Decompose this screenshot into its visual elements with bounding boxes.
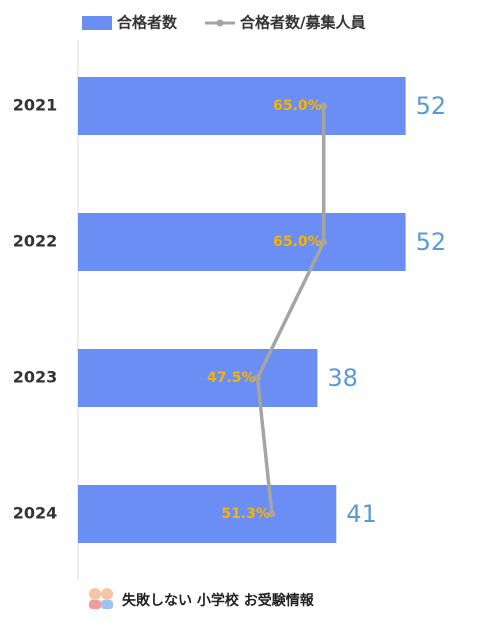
line-point	[320, 102, 328, 110]
bar	[78, 77, 406, 135]
value-label: 38	[327, 364, 358, 392]
value-label: 52	[416, 228, 447, 256]
bar	[78, 485, 337, 543]
value-label: 65.0%	[273, 98, 322, 114]
bar	[78, 213, 406, 271]
line-point	[320, 238, 328, 246]
legend-label: 合格者数	[116, 14, 178, 32]
value-label: 52	[416, 92, 447, 120]
line-point	[268, 510, 276, 518]
bar	[78, 349, 318, 407]
value-label: 47.5%	[207, 370, 256, 386]
y-tick-label: 2021	[13, 96, 58, 115]
y-tick-label: 2023	[13, 368, 58, 387]
footer-text: 失敗しない 小学校 お受験情報	[122, 592, 315, 609]
y-tick-label: 2022	[13, 232, 58, 251]
value-label: 51.3%	[221, 506, 270, 522]
legend-label: 合格者数/募集人員	[239, 14, 365, 32]
line-point	[254, 374, 262, 382]
value-label: 41	[346, 500, 377, 528]
y-tick-label: 2024	[13, 504, 58, 523]
line	[255, 106, 326, 515]
legend-swatch	[216, 19, 224, 27]
footer-icon	[89, 588, 113, 609]
value-label: 65.0%	[273, 234, 322, 250]
legend-swatch	[82, 16, 112, 30]
